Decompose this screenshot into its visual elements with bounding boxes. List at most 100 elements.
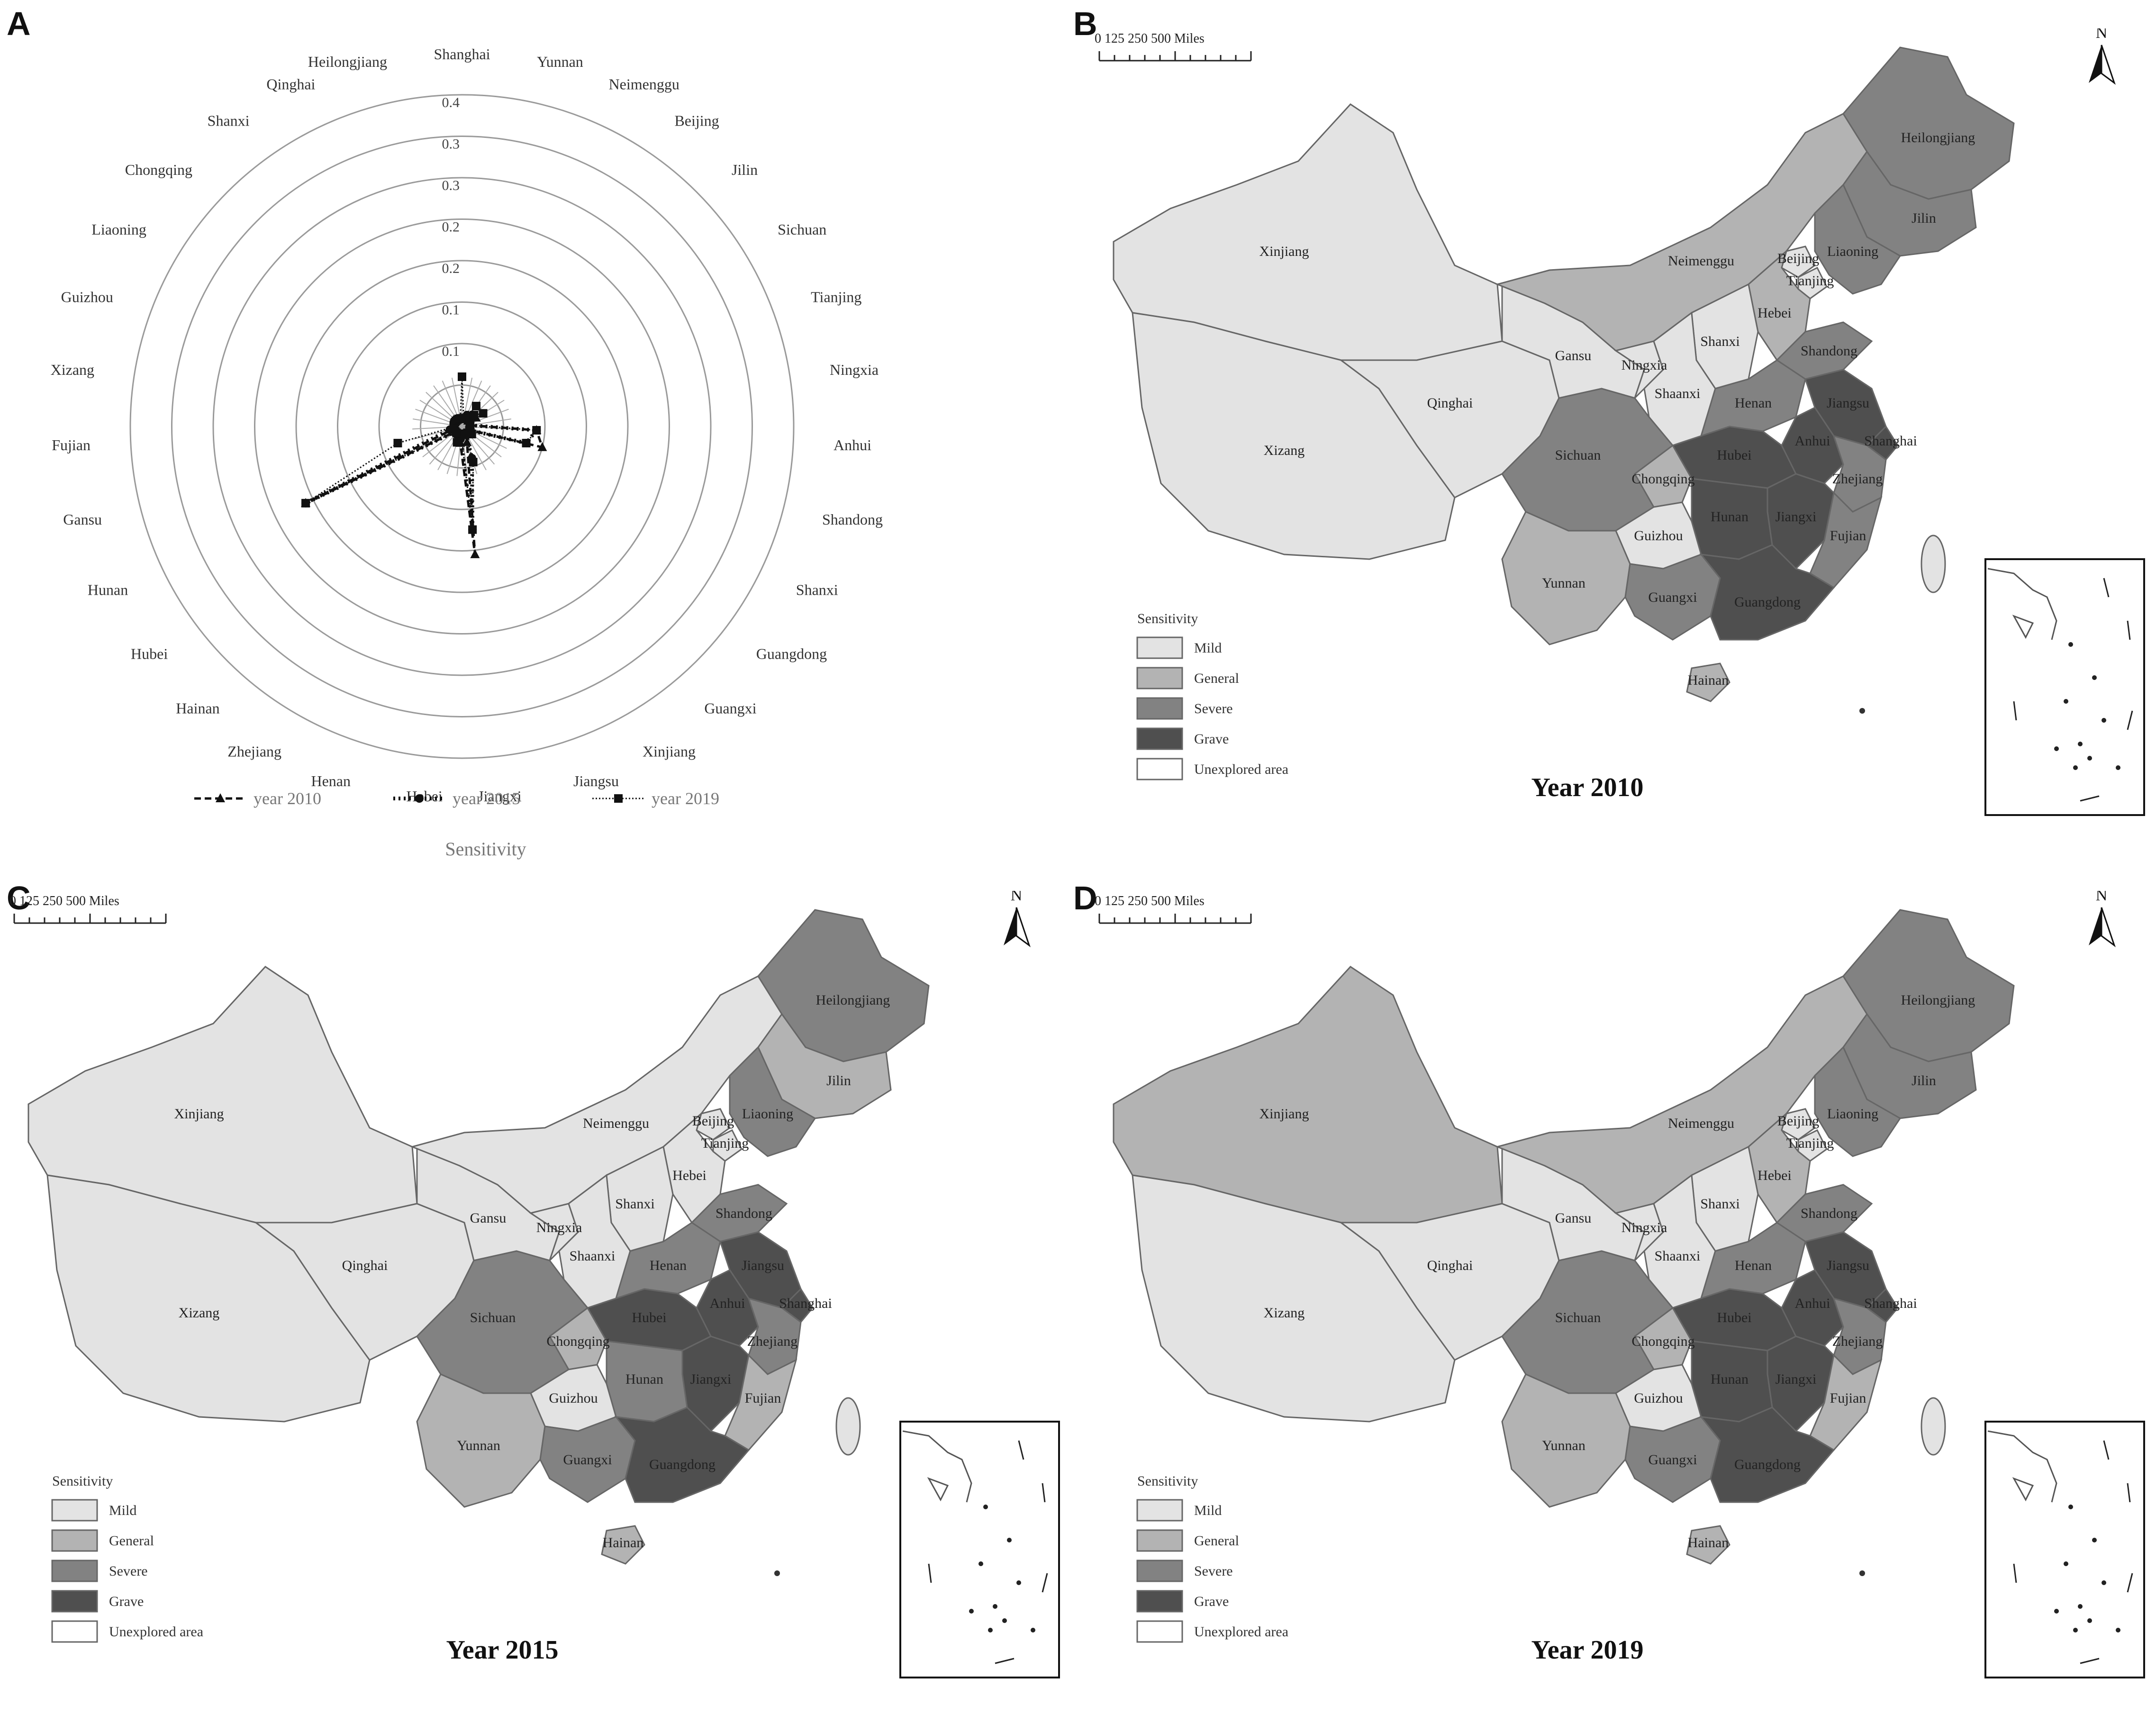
map-legend: Sensitivity Mild General Severe Grave Unexplo… bbox=[51, 1473, 203, 1643]
inset-island-dot bbox=[2064, 699, 2068, 704]
province-label-heilongjiang: Heilongjiang bbox=[1901, 992, 1975, 1008]
legend-label-year-2015: year 2015 bbox=[453, 789, 520, 808]
province-label-guizhou: Guizhou bbox=[1634, 528, 1683, 544]
inset-island-dot bbox=[2068, 642, 2073, 647]
inset-island-dot bbox=[2092, 675, 2097, 680]
inset-island-dot bbox=[978, 1561, 983, 1566]
radar-ring bbox=[129, 94, 795, 759]
radar-axis-label-hunan: Hunan bbox=[88, 581, 128, 599]
legend-swatch-severe bbox=[51, 1560, 98, 1582]
inset-boundary-dash bbox=[995, 1658, 1015, 1664]
legend-label-general: General bbox=[1194, 1533, 1239, 1549]
legend-label-year-2010: year 2010 bbox=[254, 789, 321, 808]
inset-coastline bbox=[902, 1430, 972, 1503]
province-label-jilin: Jilin bbox=[1911, 1073, 1936, 1088]
inset-boundary-dash bbox=[2103, 578, 2110, 598]
province-label-gansu: Gansu bbox=[1555, 1210, 1592, 1226]
panel-letter-a: A bbox=[7, 5, 31, 42]
inset-island-dot bbox=[2087, 756, 2092, 761]
province-label-shaanxi: Shaanxi bbox=[1655, 386, 1701, 401]
map-year-label: Year 2015 bbox=[446, 1635, 559, 1665]
north-arrow-right bbox=[2101, 45, 2116, 85]
province-labels: Xinjiang Xizang Qinghai Gansu Neimenggu Heilo… bbox=[1259, 130, 1975, 688]
province-label-zhejiang: Zhejiang bbox=[1832, 1333, 1883, 1349]
inset-island-dot bbox=[2068, 1505, 2073, 1509]
scale-bar-label: 0 125 250 500 Miles bbox=[9, 894, 119, 908]
province-label-shanghai: Shanghai bbox=[779, 1296, 832, 1311]
scale-bar: 0 125 250 500 Miles bbox=[1095, 31, 1252, 62]
province-label-jiangxi: Jiangxi bbox=[690, 1371, 732, 1387]
inset-island-dot bbox=[1002, 1618, 1007, 1623]
radar-point-year-2019-sichuan bbox=[479, 409, 488, 418]
province-label-ningxia: Ningxia bbox=[1622, 1220, 1667, 1235]
province-label-hainan: Hainan bbox=[603, 1535, 644, 1551]
radar-ring bbox=[212, 177, 712, 676]
map-year-label: Year 2010 bbox=[1531, 773, 1644, 802]
province-fujian bbox=[1809, 1353, 1883, 1451]
radar-axis-label-ningxia: Ningxia bbox=[830, 361, 879, 378]
province-label-zhejiang: Zhejiang bbox=[747, 1333, 798, 1349]
inset-island-dot bbox=[2073, 765, 2078, 770]
radar-ring-labels: 0.4 0.3 0.3 0.2 0.2 0.1 0.1 bbox=[442, 95, 460, 359]
province-label-neimenggu: Neimenggu bbox=[583, 1115, 649, 1131]
radar-axis-labels: Shanghai Yunnan Neimenggu Beijing Jilin Sichu… bbox=[51, 45, 883, 805]
radar-axis-label-shanghai: Shanghai bbox=[434, 45, 490, 63]
south-china-sea-inset bbox=[1984, 1421, 2145, 1678]
province-label-henan: Henan bbox=[1735, 395, 1772, 411]
province-label-shaanxi: Shaanxi bbox=[1655, 1248, 1701, 1264]
legend-swatch-unexplored-area bbox=[51, 1620, 98, 1643]
province-label-liaoning: Liaoning bbox=[1827, 244, 1878, 259]
province-label-qinghai: Qinghai bbox=[1427, 395, 1473, 411]
province-label-guangxi: Guangxi bbox=[563, 1452, 612, 1468]
legend-swatch-general bbox=[51, 1529, 98, 1552]
inset-boundary-dash bbox=[2080, 1658, 2100, 1664]
inset-boundary-dash bbox=[2127, 620, 2131, 640]
legend-swatch-mild bbox=[1136, 636, 1183, 659]
province-label-shanghai: Shanghai bbox=[1864, 433, 1917, 449]
radar-axis-label-heilongjiang: Heilongjiang bbox=[308, 53, 387, 70]
scale-bar-label: 0 125 250 500 Miles bbox=[1095, 31, 1205, 46]
province-label-beijing: Beijing bbox=[1777, 1113, 1819, 1129]
inset-boundary-dash bbox=[2127, 1483, 2131, 1503]
map-legend: Sensitivity Mild General Severe Grave Unexplo… bbox=[1136, 1473, 1288, 1643]
radar-axis-label-jiangxi: Jiangxi bbox=[478, 788, 522, 805]
province-guangdong bbox=[1699, 1406, 1835, 1503]
radar-ring bbox=[254, 218, 670, 635]
radar-ring-label: 0.4 bbox=[442, 95, 460, 110]
province-label-fujian: Fujian bbox=[1830, 1390, 1866, 1406]
radar-point-year-2019-anhui bbox=[532, 426, 541, 435]
north-arrow-label: N bbox=[1011, 891, 1023, 904]
radar-axis-label-guangxi: Guangxi bbox=[704, 700, 756, 717]
legend-swatch-general bbox=[1136, 1529, 1183, 1552]
province-liaoning bbox=[729, 1046, 816, 1157]
province-tianjing bbox=[1797, 1129, 1828, 1162]
legend-label-mild: Mild bbox=[1194, 1503, 1222, 1518]
legend-label-general: General bbox=[109, 1533, 154, 1549]
province-label-jiangxi: Jiangxi bbox=[1776, 1371, 1817, 1387]
radar-point-year-2010-jiangxi bbox=[470, 549, 480, 558]
legend-label-mild: Mild bbox=[1194, 640, 1222, 656]
radar-rings bbox=[129, 94, 795, 759]
province-label-hubei: Hubei bbox=[632, 1310, 666, 1325]
map-legend: Sensitivity Mild General Severe Grave Unexplo… bbox=[1136, 611, 1288, 780]
inset-island-dot bbox=[2087, 1618, 2092, 1623]
north-arrow-label: N bbox=[2096, 28, 2108, 42]
province-hebei bbox=[662, 1111, 726, 1224]
inset-island-dot bbox=[1031, 1628, 1035, 1632]
province-label-guangdong: Guangdong bbox=[1734, 1457, 1801, 1472]
legend-marker-year-2019 bbox=[614, 794, 623, 803]
province-label-gansu: Gansu bbox=[1555, 348, 1592, 363]
province-label-beijing: Beijing bbox=[692, 1113, 734, 1129]
radar-axis-label-jiangsu: Jiangsu bbox=[573, 772, 619, 789]
legend-label-year-2019: year 2019 bbox=[652, 789, 719, 808]
legend-swatch-unexplored-area bbox=[1136, 758, 1183, 780]
province-label-heilongjiang: Heilongjiang bbox=[1901, 130, 1975, 145]
radar-axis-label-hainan: Hainan bbox=[176, 700, 219, 717]
radar-point-year-2019-beijing bbox=[471, 401, 480, 410]
province-label-shandong: Shandong bbox=[1801, 343, 1857, 359]
province-label-sichuan: Sichuan bbox=[1555, 447, 1601, 463]
province-label-henan: Henan bbox=[650, 1258, 687, 1273]
inset-boundary-dash bbox=[928, 1563, 932, 1583]
province-label-hebei: Hebei bbox=[1757, 305, 1792, 321]
province-label-xinjiang: Xinjiang bbox=[1259, 1106, 1309, 1122]
